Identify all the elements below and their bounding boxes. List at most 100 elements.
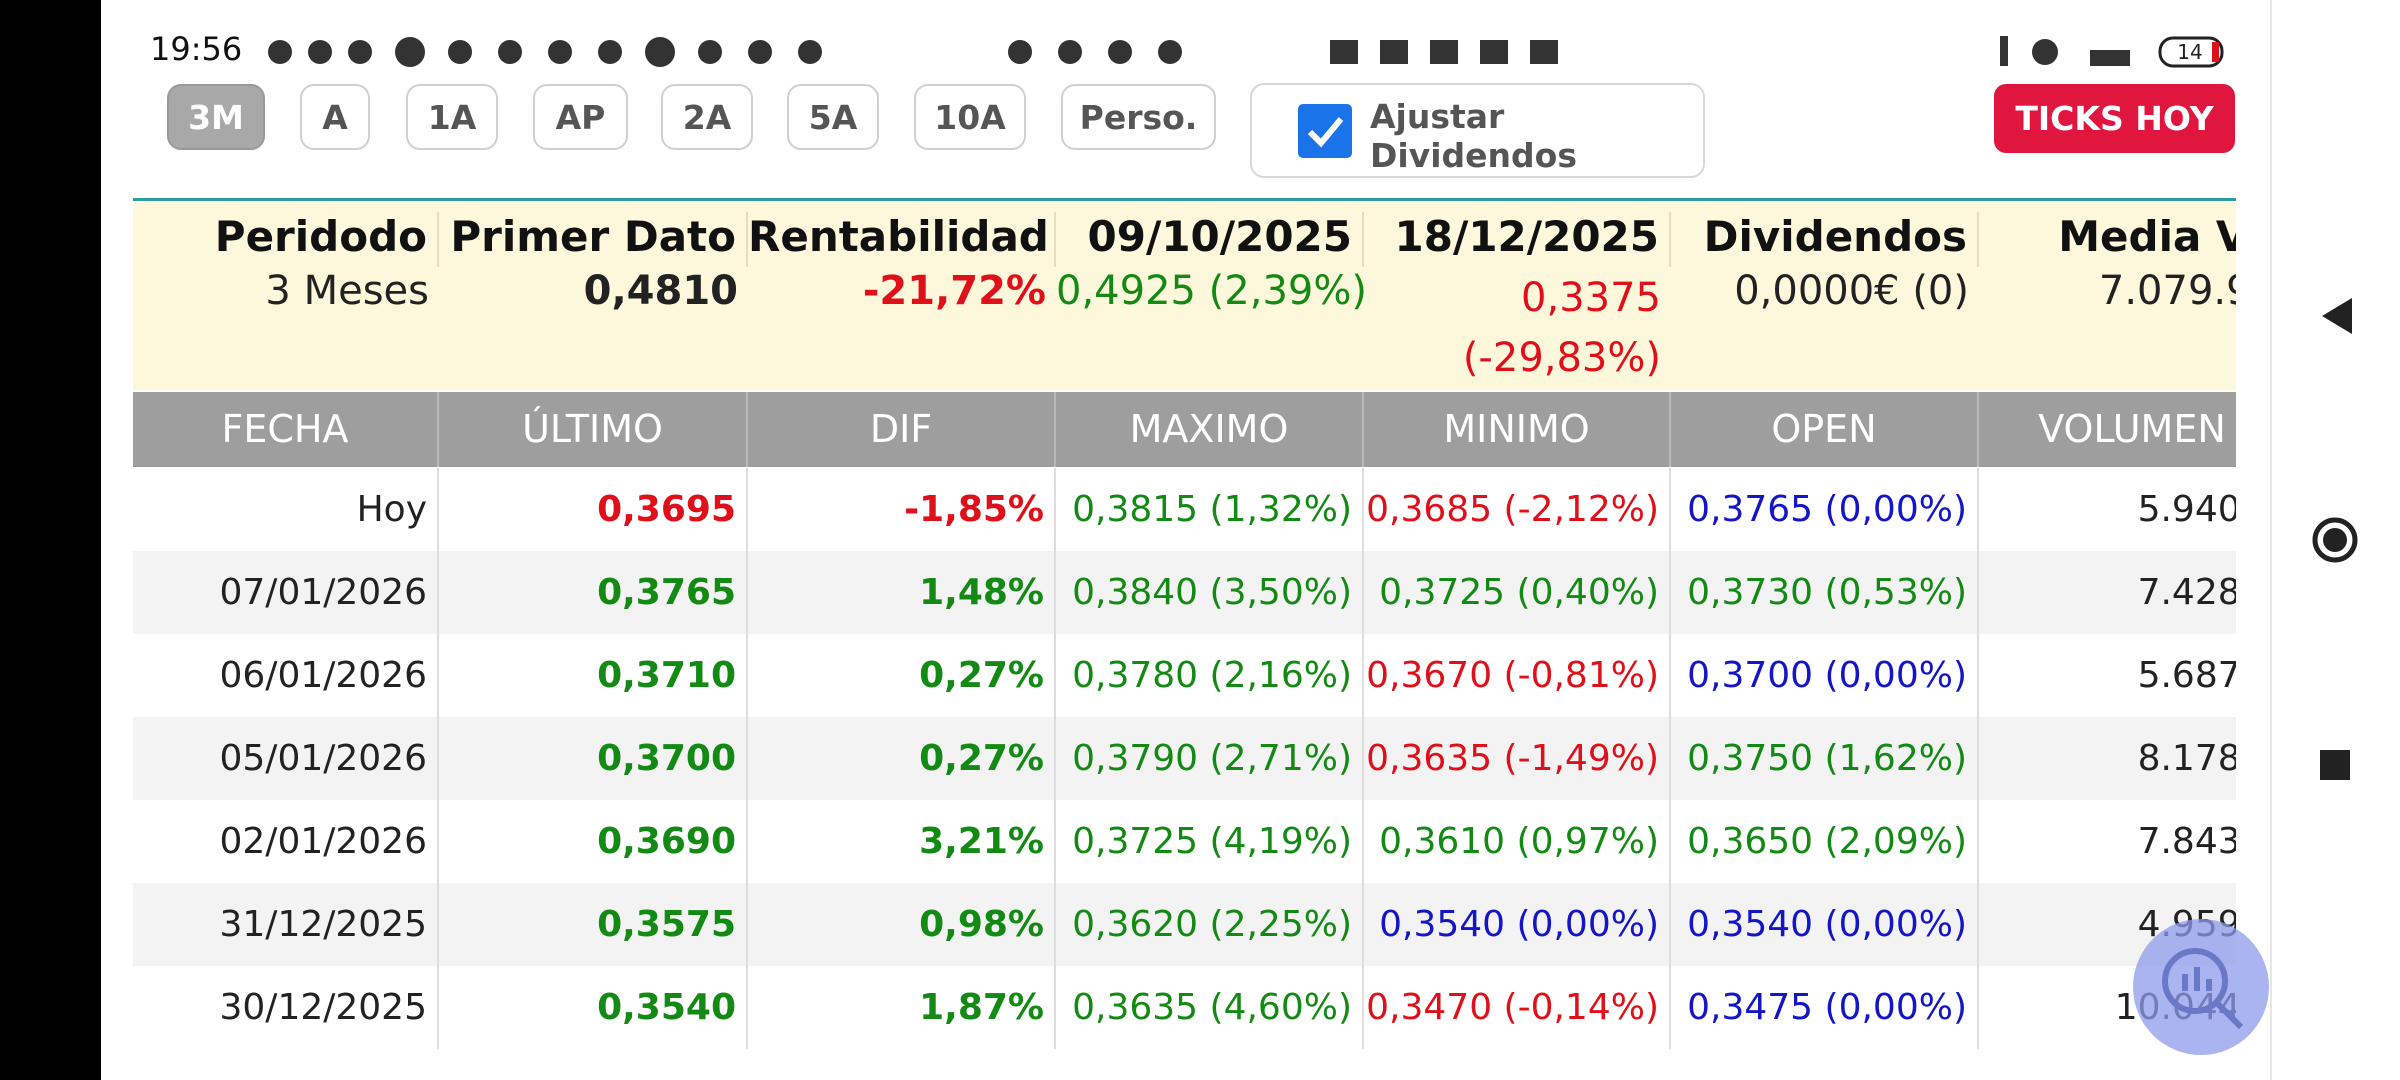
table-cell: 8.178.2 bbox=[1979, 717, 2236, 800]
summary: Peridodo Primer Dato Rentabilidad 09/10/202… bbox=[133, 202, 2236, 390]
table-cell: 30/12/2025 bbox=[133, 966, 439, 1049]
table-cell: 0,3620 (2,25%) bbox=[1056, 883, 1364, 966]
summary-header: Primer Dato bbox=[439, 212, 748, 267]
table-cell: 0,3765 bbox=[439, 551, 748, 634]
table-header: FECHA ÚLTIMO DIF MAXIMO MINIMO OPEN VOLUMEN bbox=[133, 392, 2236, 467]
table-row: 02/01/2026 0,3690 3,21% 0,3725 (4,19%) 0,361… bbox=[133, 800, 2236, 883]
column-header: ÚLTIMO bbox=[439, 392, 748, 467]
table-cell: 0,3690 bbox=[439, 800, 748, 883]
divider bbox=[133, 198, 2236, 201]
table-cell: 7.843.2 bbox=[1979, 800, 2236, 883]
table-cell: 02/01/2026 bbox=[133, 800, 439, 883]
table-cell: 07/01/2026 bbox=[133, 551, 439, 634]
summary-value: 7.079.91 bbox=[2098, 268, 2236, 314]
column-header: FECHA bbox=[133, 392, 439, 467]
table-cell: -1,85% bbox=[748, 468, 1056, 551]
table-cell: 0,3540 bbox=[439, 966, 748, 1049]
table-cell: 31/12/2025 bbox=[133, 883, 439, 966]
status-right-icons: 14 bbox=[2000, 36, 2224, 68]
table-cell: 5.940.3 bbox=[1979, 468, 2236, 551]
black-edge bbox=[0, 0, 101, 1080]
table-cell: 0,3540 (0,00%) bbox=[1671, 883, 1979, 966]
table-cell: 3,21% bbox=[748, 800, 1056, 883]
table-cell: 06/01/2026 bbox=[133, 634, 439, 717]
period-button[interactable]: A bbox=[300, 84, 370, 150]
table-cell: 0,3610 (0,97%) bbox=[1364, 800, 1671, 883]
summary-header: 18/12/2025 bbox=[1364, 212, 1671, 267]
table-cell: 0,3725 (0,40%) bbox=[1364, 551, 1671, 634]
column-header: MINIMO bbox=[1364, 392, 1671, 467]
nav-home[interactable] bbox=[2312, 517, 2358, 563]
table-cell: 0,3750 (1,62%) bbox=[1671, 717, 1979, 800]
table-cell: 0,3730 (0,53%) bbox=[1671, 551, 1979, 634]
period-button[interactable]: Perso. bbox=[1061, 84, 1216, 150]
table-cell: 0,3635 (-1,49%) bbox=[1364, 717, 1671, 800]
summary-header: Rentabilidad bbox=[748, 212, 1056, 267]
table-cell: 0,3685 (-2,12%) bbox=[1364, 468, 1671, 551]
table-cell: 0,3840 (3,50%) bbox=[1056, 551, 1364, 634]
table-cell: 0,3790 (2,71%) bbox=[1056, 717, 1364, 800]
table-cell: 0,98% bbox=[748, 883, 1056, 966]
period-button[interactable]: 10A bbox=[914, 84, 1026, 150]
summary-value: 0,3375 (-29,83%) bbox=[1462, 275, 1661, 381]
check-mark bbox=[1307, 117, 1344, 148]
table: Peridodo Primer Dato Rentabilidad 09/10/202… bbox=[133, 202, 2236, 1080]
dividend-checkbox[interactable]: Ajustar Dividendos bbox=[1250, 83, 1705, 178]
table-cell: 0,3765 (0,00%) bbox=[1671, 468, 1979, 551]
table-cell: 0,3475 (0,00%) bbox=[1671, 966, 1979, 1049]
table-row: 07/01/2026 0,3765 1,48% 0,3840 (3,50%) 0,372… bbox=[133, 551, 2236, 634]
table-cell: 0,3710 bbox=[439, 634, 748, 717]
period-button[interactable]: 2A bbox=[661, 84, 753, 150]
table-cell: 0,3575 bbox=[439, 883, 748, 966]
summary-value: 0,4810 bbox=[583, 268, 738, 314]
checkbox-label: Ajustar Dividendos bbox=[1370, 97, 1577, 175]
fab-icon bbox=[2162, 948, 2244, 1030]
period-button[interactable]: AP bbox=[533, 84, 628, 150]
status-icons bbox=[268, 37, 1558, 67]
summary-header: Media Vo bbox=[1979, 212, 2236, 267]
summary-value: 0,0000€ (0) bbox=[1734, 268, 1969, 314]
table-row: 06/01/2026 0,3710 0,27% 0,3780 (2,16%) 0,367… bbox=[133, 634, 2236, 717]
table-cell: 0,3540 (0,00%) bbox=[1364, 883, 1671, 966]
column-header: VOLUMEN bbox=[1979, 392, 2236, 467]
nav-bar bbox=[2270, 0, 2400, 1080]
column-header: DIF bbox=[748, 392, 1056, 467]
summary-value: -21,72% bbox=[862, 268, 1046, 314]
table-cell: 0,3635 (4,60%) bbox=[1056, 966, 1364, 1049]
table-cell: 5.687.4 bbox=[1979, 634, 2236, 717]
status-time: 19:56 bbox=[150, 30, 243, 68]
table-cell: 0,3815 (1,32%) bbox=[1056, 468, 1364, 551]
period-button[interactable]: 3M bbox=[167, 84, 265, 150]
table-cell: 0,3470 (-0,14%) bbox=[1364, 966, 1671, 1049]
table-cell: 0,3700 (0,00%) bbox=[1671, 634, 1979, 717]
column-header: OPEN bbox=[1671, 392, 1979, 467]
table-row: 05/01/2026 0,3700 0,27% 0,3790 (2,71%) 0,363… bbox=[133, 717, 2236, 800]
table-cell: 0,3725 (4,19%) bbox=[1056, 800, 1364, 883]
table-row: 30/12/2025 0,3540 1,87% 0,3635 (4,60%) 0,347… bbox=[133, 966, 2236, 1049]
battery-level: 14 bbox=[2177, 40, 2202, 64]
period-button[interactable]: 5A bbox=[787, 84, 879, 150]
summary-header: Dividendos bbox=[1671, 212, 1979, 267]
summary-header: 09/10/2025 bbox=[1056, 212, 1364, 267]
table-cell: 0,3695 bbox=[439, 468, 748, 551]
table-cell: Hoy bbox=[133, 468, 439, 551]
column-header: MAXIMO bbox=[1056, 392, 1364, 467]
checkbox[interactable] bbox=[1298, 104, 1352, 158]
table-cell: 0,27% bbox=[748, 717, 1056, 800]
summary-header: Peridodo bbox=[133, 212, 439, 267]
table-cell: 0,3670 (-0,81%) bbox=[1364, 634, 1671, 717]
table-row: 31/12/2025 0,3575 0,98% 0,3620 (2,25%) 0,354… bbox=[133, 883, 2236, 966]
nav-icons bbox=[2312, 298, 2358, 780]
nav-recents[interactable] bbox=[2320, 750, 2350, 780]
floating-button[interactable] bbox=[2133, 919, 2269, 1055]
period-button[interactable]: 1A bbox=[406, 84, 498, 150]
ticks-button[interactable]: TICKS HOY bbox=[1994, 84, 2235, 153]
table-cell: 0,3650 (2,09%) bbox=[1671, 800, 1979, 883]
table-cell: 0,3780 (2,16%) bbox=[1056, 634, 1364, 717]
summary-value: 0,4925 (2,39%) bbox=[1056, 268, 1364, 314]
table-cell: 05/01/2026 bbox=[133, 717, 439, 800]
nav-back[interactable] bbox=[2322, 298, 2352, 334]
table-cell: 7.428.5 bbox=[1979, 551, 2236, 634]
table-cell: 0,27% bbox=[748, 634, 1056, 717]
